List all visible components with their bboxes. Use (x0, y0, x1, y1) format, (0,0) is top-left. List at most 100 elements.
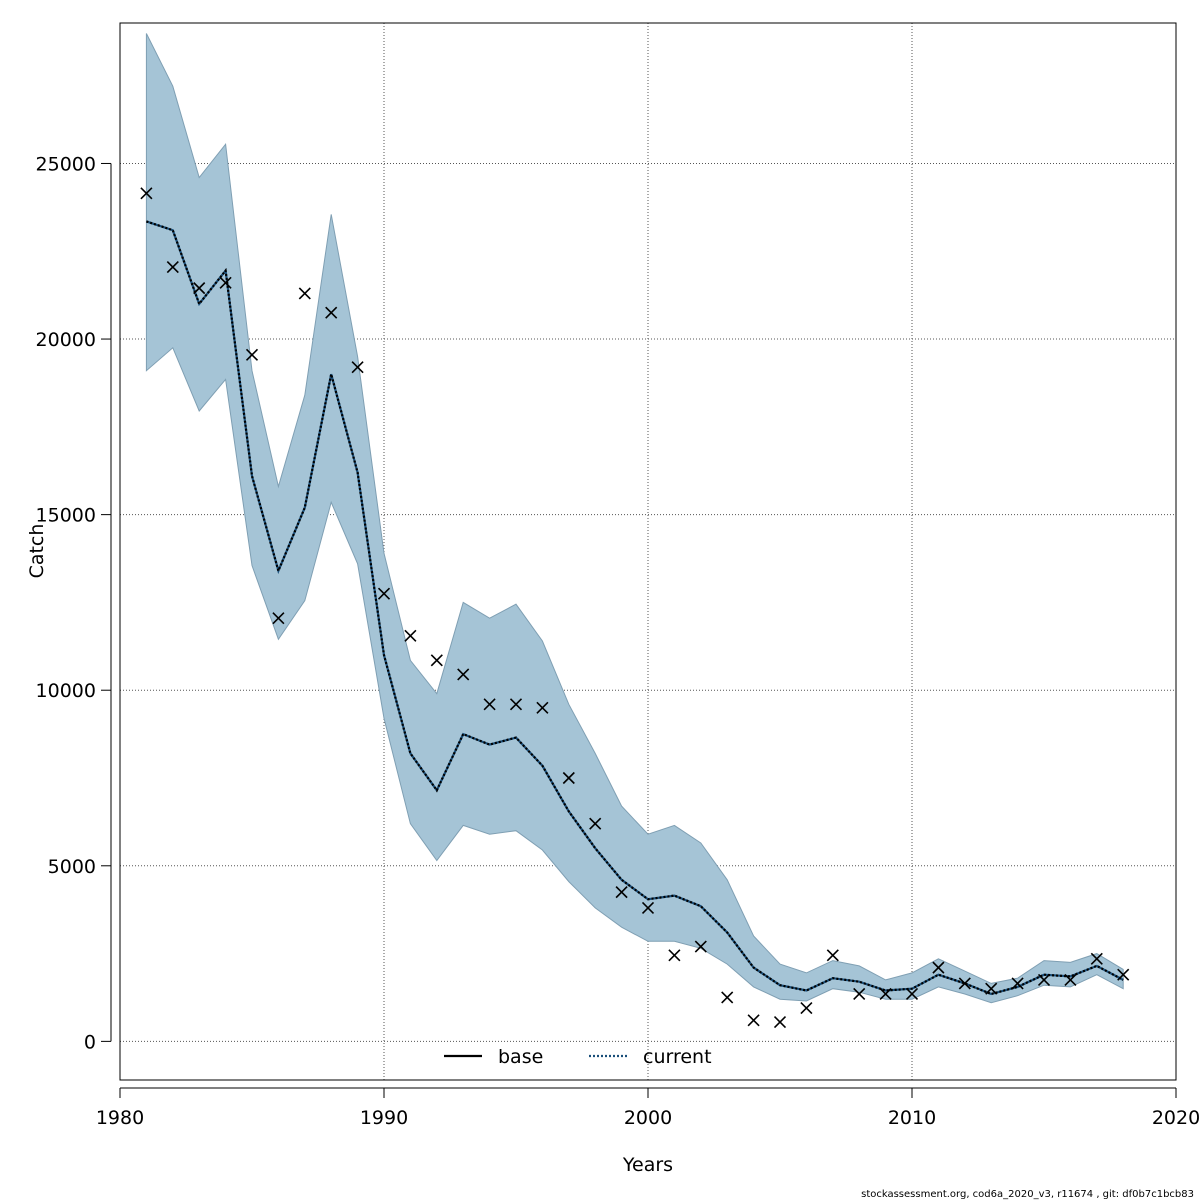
observed-point (1117, 968, 1130, 981)
y-tick-label: 15000 (36, 505, 96, 527)
observed-point-stroke (536, 701, 549, 714)
observed-point-stroke (985, 982, 998, 995)
observed-point (932, 961, 945, 974)
observed-point-stroke (1117, 968, 1130, 981)
observed-point (800, 1001, 813, 1015)
x-axis-title: Years (622, 1154, 673, 1176)
observed-point (826, 949, 839, 962)
observed-point-stroke (1037, 973, 1051, 986)
observed-point (641, 901, 655, 914)
observed-point (325, 306, 338, 319)
observed-point (351, 361, 364, 374)
observed-point-stroke (219, 276, 232, 289)
observed-point (1037, 973, 1051, 986)
observed-point-stroke (509, 698, 523, 711)
x-tick-label: 2010 (888, 1107, 936, 1129)
observed-point-stroke (245, 348, 259, 361)
observed-point (562, 771, 575, 785)
observed-point-stroke (483, 698, 496, 711)
observed-point (166, 260, 179, 274)
x-tick-label: 2020 (1152, 1107, 1200, 1129)
confidence-band (145, 33, 1124, 1004)
observed-point (483, 698, 496, 711)
y-tick-label: 20000 (36, 329, 96, 351)
observed-point-stroke (800, 1001, 813, 1015)
observed-point-stroke (853, 987, 866, 1001)
y-axis: 0 5000 10000 15000 20000 25000 (36, 153, 112, 1053)
observed-point-stroke (457, 668, 470, 681)
y-axis-title: Catch (26, 524, 48, 579)
observed-point (985, 982, 998, 995)
observed-point (430, 654, 443, 667)
observed-point-stroke (668, 949, 681, 962)
y-tick-label: 25000 (36, 153, 96, 175)
observed-point-stroke (272, 612, 285, 625)
y-tick-label: 5000 (48, 856, 96, 878)
observed-point (404, 629, 417, 642)
observed-point-stroke (404, 629, 417, 642)
y-tick-label: 10000 (36, 680, 96, 702)
observed-point (272, 612, 285, 625)
observed-point (219, 276, 232, 289)
observed-point (694, 940, 707, 953)
observed-point (589, 817, 602, 830)
observed-point (905, 987, 919, 1001)
observed-point-stroke (826, 949, 839, 962)
observed-point-stroke (377, 587, 391, 600)
legend: base current (444, 1046, 712, 1068)
observed-point (668, 949, 681, 962)
observed-point-stroke (298, 287, 311, 300)
observed-point (1011, 977, 1024, 990)
observed-point-stroke (589, 817, 602, 830)
observed-point-stroke (773, 1015, 787, 1029)
estimate-lines (146, 220, 1124, 996)
observed-point-stroke (615, 886, 628, 899)
observed-point (377, 587, 391, 600)
x-axis: 1980 1990 2000 2010 2020 (96, 1087, 1200, 1129)
observed-point-stroke (351, 361, 364, 374)
observed-point (879, 987, 892, 1001)
plot-frame (119, 22, 1177, 1081)
observed-point-stroke (325, 306, 338, 319)
observed-point (509, 698, 523, 711)
observed-point-stroke (905, 987, 919, 1001)
observed-point (958, 977, 971, 990)
observed-markers (140, 187, 1130, 1029)
legend-base-label: base (498, 1046, 543, 1068)
observed-point-stroke (879, 987, 892, 1001)
observed-point (773, 1015, 787, 1029)
observed-point (615, 886, 628, 899)
confidence-band-area (145, 33, 1124, 1004)
x-tick-label: 2000 (624, 1107, 672, 1129)
observed-point (1090, 952, 1103, 965)
observed-point-stroke (1090, 952, 1103, 965)
observed-point-stroke (562, 771, 575, 785)
observed-point-stroke (747, 1014, 760, 1027)
observed-point (457, 668, 470, 681)
x-tick-label: 1990 (360, 1107, 408, 1129)
footer-credit: stockassessment.org, cod6a_2020_v3, r116… (861, 1189, 1194, 1200)
observed-point (193, 282, 206, 295)
legend-current-label: current (643, 1046, 712, 1068)
x-tick-label: 1980 (96, 1107, 144, 1129)
observed-point-stroke (166, 260, 179, 274)
observed-point (536, 701, 549, 714)
observed-point-stroke (140, 187, 153, 200)
observed-point-stroke (1011, 977, 1024, 990)
observed-point (721, 991, 734, 1004)
observed-point-stroke (430, 654, 443, 667)
observed-point-stroke (193, 282, 206, 295)
observed-point-stroke (1064, 973, 1077, 986)
observed-point-stroke (721, 991, 734, 1004)
observed-point (140, 187, 153, 200)
observed-point-stroke (958, 977, 971, 990)
observed-point (853, 987, 866, 1001)
observed-point-stroke (694, 940, 707, 953)
observed-point (245, 348, 259, 361)
observed-point-stroke (932, 961, 945, 974)
y-tick-label: 0 (84, 1031, 96, 1053)
observed-point (1064, 973, 1077, 986)
observed-point-stroke (641, 901, 655, 914)
current-estimate-line (146, 220, 1124, 996)
